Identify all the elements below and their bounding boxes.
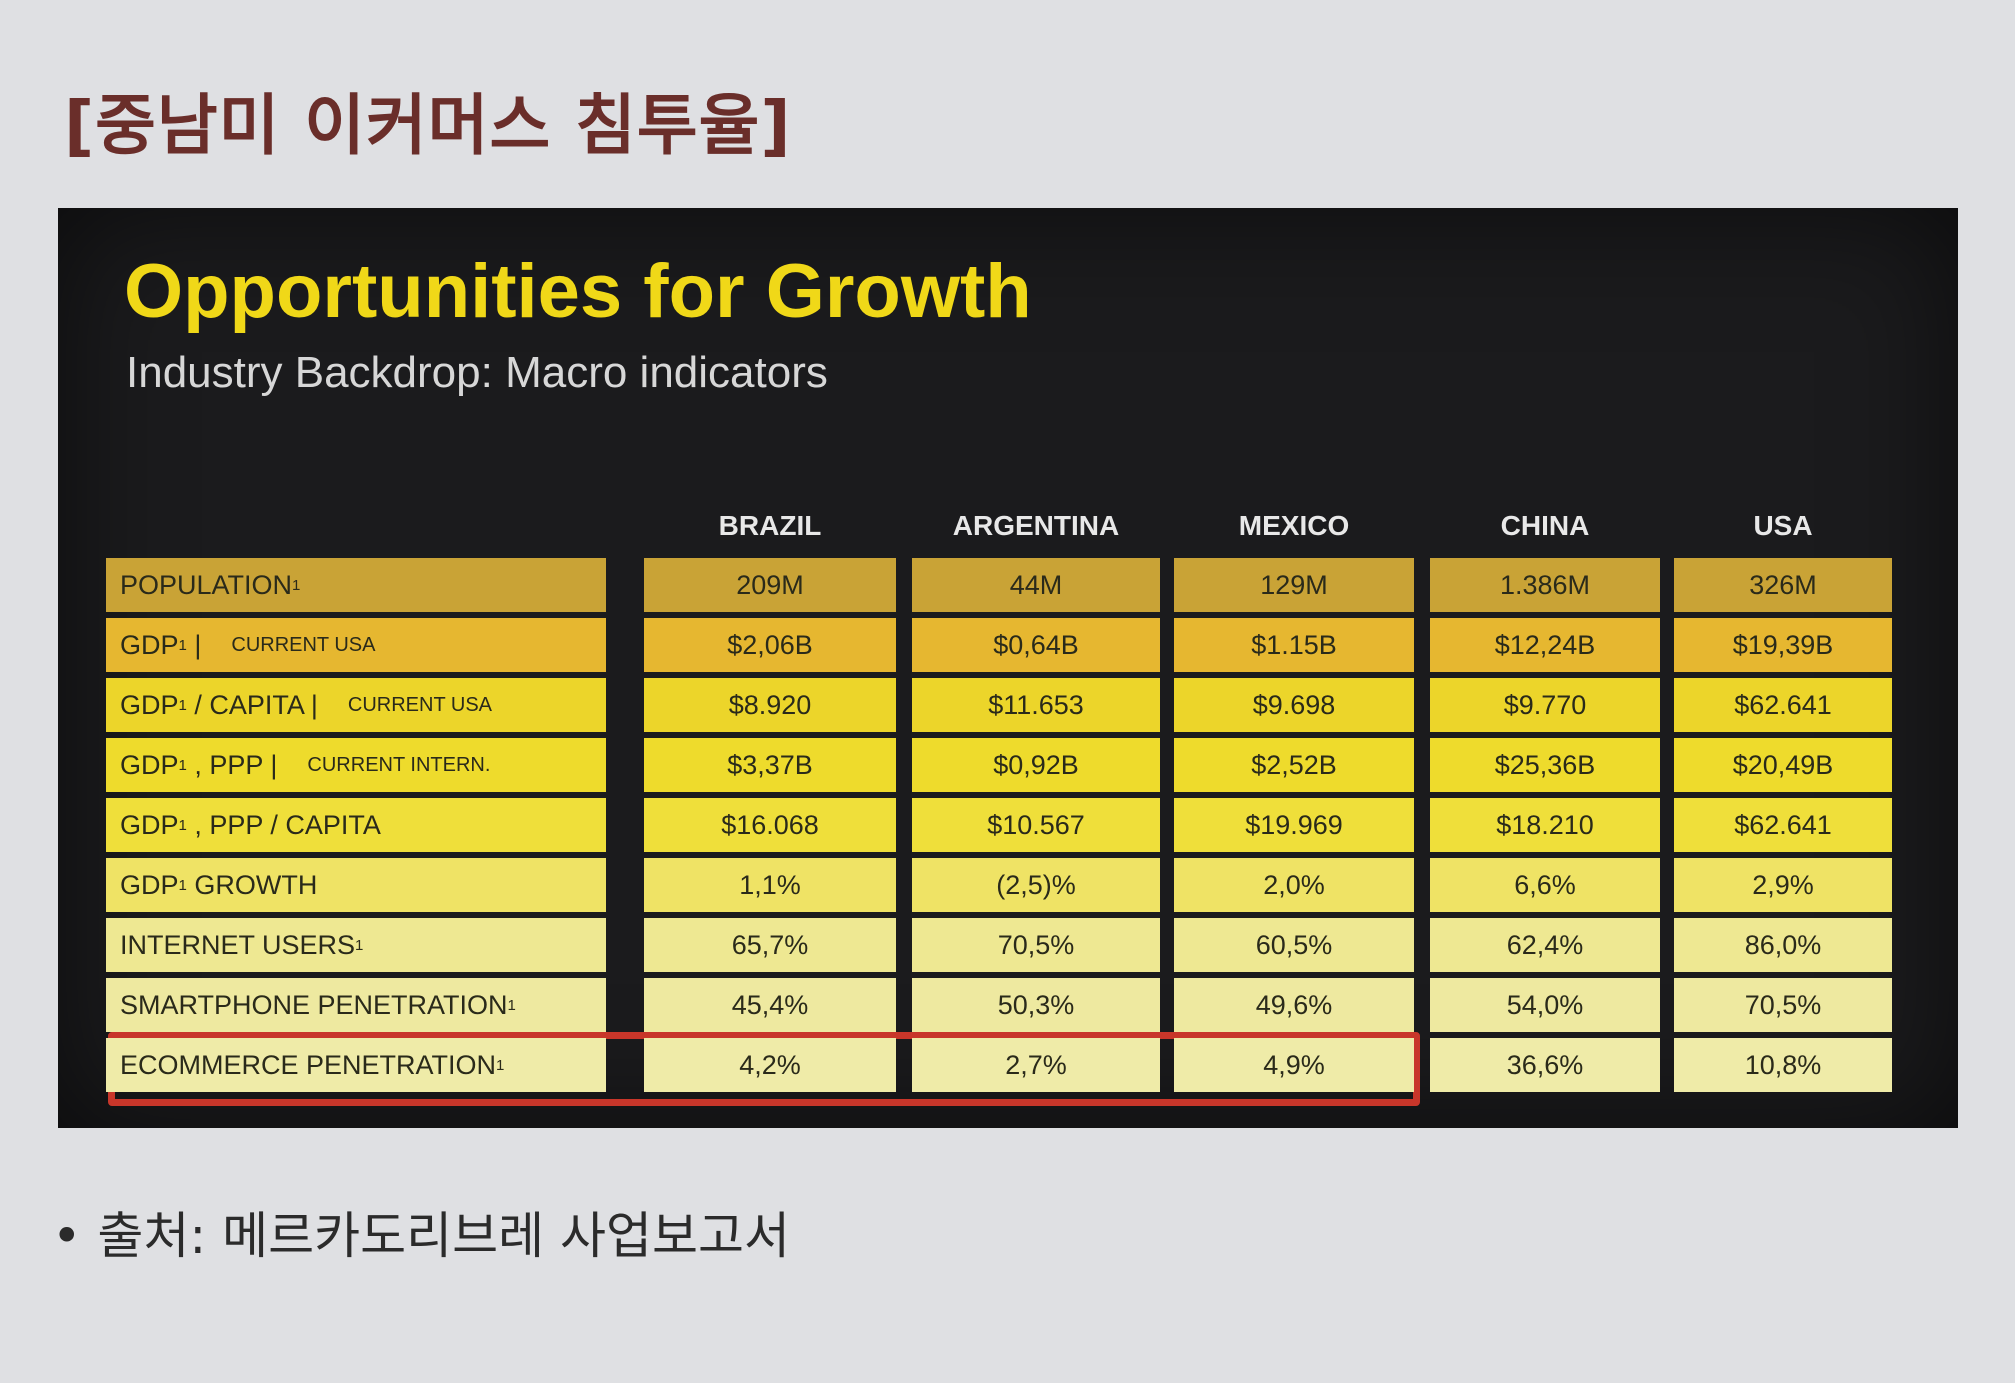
table-cell-china: 36,6% (1430, 1038, 1660, 1092)
footnote-marker: 1 (355, 936, 364, 954)
row-label-suffix: / CAPITA | (186, 689, 318, 720)
table-cell-china: $12,24B (1430, 618, 1660, 672)
table-cell-china: 6,6% (1430, 858, 1660, 912)
row-label-text: GDP (120, 629, 179, 660)
table-cell-brazil: 4,2% (644, 1038, 896, 1092)
row-label: GDP 1 GROWTH (106, 858, 606, 912)
row-label-suffix: , PPP / CAPITA (186, 809, 381, 840)
row-label-text: SMARTPHONE PENETRATION (120, 989, 508, 1020)
table-cell-usa: 10,8% (1674, 1038, 1892, 1092)
table-cell-brazil: 209M (644, 558, 896, 612)
row-label-text: GDP (120, 869, 179, 900)
table-cell-argentina: $0,64B (912, 618, 1160, 672)
footnote-marker: 1 (178, 756, 187, 774)
table-cell-brazil: 45,4% (644, 978, 896, 1032)
source-note: • 출처: 메르카도리브레 사업보고서 (52, 1207, 791, 1265)
table-cell-usa: $62.641 (1674, 798, 1892, 852)
panel-heading: Opportunities for Growth (124, 249, 1032, 334)
row-label: SMARTPHONE PENETRATION 1 (106, 978, 606, 1032)
table-cell-argentina: 44M (912, 558, 1160, 612)
footnote-marker: 1 (292, 576, 301, 594)
table-cell-china: 62,4% (1430, 918, 1660, 972)
table-cell-china: 1.386M (1430, 558, 1660, 612)
row-label-note: CURRENT USA (347, 693, 492, 716)
row-label-text: GDP (120, 809, 179, 840)
table-cell-brazil: 1,1% (644, 858, 896, 912)
row-label: INTERNET USERS 1 (106, 918, 606, 972)
table-cell-mexico: 2,0% (1174, 858, 1414, 912)
table-cell-china: $18.210 (1430, 798, 1660, 852)
table-cell-brazil: $16.068 (644, 798, 896, 852)
table-cell-usa: $62.641 (1674, 678, 1892, 732)
row-label: GDP 1 , PPP | CURRENT INTERN. (106, 738, 606, 792)
table-cell-china: $9.770 (1430, 678, 1660, 732)
table-cell-usa: $20,49B (1674, 738, 1892, 792)
row-label-text: GDP (120, 749, 179, 780)
table-cell-mexico: $2,52B (1174, 738, 1414, 792)
footnote-marker: 1 (178, 816, 187, 834)
table-cell-argentina: 50,3% (912, 978, 1160, 1032)
column-header-usa: USA (1753, 510, 1813, 541)
footnote-marker: 1 (178, 636, 187, 654)
table-cell-brazil: 65,7% (644, 918, 896, 972)
table-cell-china: $25,36B (1430, 738, 1660, 792)
row-label: ECOMMERCE PENETRATION 1 (106, 1038, 606, 1092)
table-cell-argentina: $10.567 (912, 798, 1160, 852)
table-cell-brazil: $2,06B (644, 618, 896, 672)
table-cell-argentina: $0,92B (912, 738, 1160, 792)
column-header-china: CHINA (1500, 510, 1590, 541)
column-header-mexico: MEXICO (1238, 510, 1350, 541)
table-cell-argentina: 2,7% (912, 1038, 1160, 1092)
table-cell-mexico: $1.15B (1174, 618, 1414, 672)
table-cell-argentina: (2,5)% (912, 858, 1160, 912)
table-cell-usa: 86,0% (1674, 918, 1892, 972)
row-label-suffix: GROWTH (186, 869, 318, 900)
table-cell-brazil: $8.920 (644, 678, 896, 732)
table-cell-mexico: $19.969 (1174, 798, 1414, 852)
table-cell-usa: 2,9% (1674, 858, 1892, 912)
row-label: GDP 1 , PPP / CAPITA (106, 798, 606, 852)
panel-subheading: Industry Backdrop: Macro indicators (126, 348, 828, 397)
table-cell-mexico: 49,6% (1174, 978, 1414, 1032)
footnote-marker: 1 (178, 696, 187, 714)
row-label: GDP 1 / CAPITA | CURRENT USA (106, 678, 606, 732)
table-cell-mexico: $9.698 (1174, 678, 1414, 732)
row-label-text: GDP (120, 689, 179, 720)
column-header-argentina: ARGENTINA (952, 510, 1120, 541)
table-cell-usa: $19,39B (1674, 618, 1892, 672)
table-cell-mexico: 129M (1174, 558, 1414, 612)
macro-indicators-panel: Opportunities for Growth Industry Backdr… (58, 208, 1958, 1128)
page-title: [중남미 이커머스 침투율] (64, 87, 792, 164)
table-cell-argentina: 70,5% (912, 918, 1160, 972)
footnote-marker: 1 (496, 1056, 505, 1074)
row-label-text: ECOMMERCE PENETRATION (120, 1049, 497, 1080)
table-cell-brazil: $3,37B (644, 738, 896, 792)
footnote-marker: 1 (178, 876, 187, 894)
table-cell-mexico: 60,5% (1174, 918, 1414, 972)
table-cell-argentina: $11.653 (912, 678, 1160, 732)
footnote-marker: 1 (507, 996, 516, 1014)
row-label: GDP 1 | CURRENT USA (106, 618, 606, 672)
row-label-text: POPULATION (120, 569, 293, 600)
table-cell-usa: 326M (1674, 558, 1892, 612)
row-label: POPULATION 1 (106, 558, 606, 612)
table-cell-usa: 70,5% (1674, 978, 1892, 1032)
row-label-suffix: , PPP | (186, 749, 278, 780)
table-cell-china: 54,0% (1430, 978, 1660, 1032)
row-label-note: CURRENT USA (231, 633, 376, 656)
table-cell-mexico: 4,9% (1174, 1038, 1414, 1092)
column-header-brazil: BRAZIL (718, 510, 822, 541)
row-label-suffix: | (186, 629, 202, 660)
row-label-text: INTERNET USERS (120, 929, 356, 960)
row-label-note: CURRENT INTERN. (307, 753, 491, 776)
